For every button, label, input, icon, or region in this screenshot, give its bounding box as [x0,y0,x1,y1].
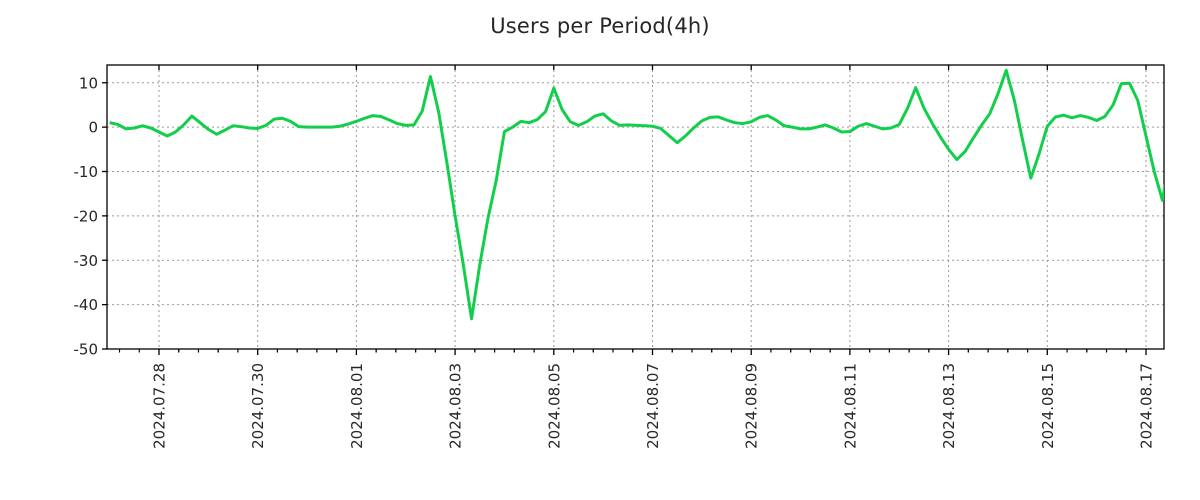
y-tick-label: 0 [88,119,98,137]
x-tick-label: 2024.07.28 [151,363,169,449]
y-tick-label: -30 [74,252,99,270]
y-tick-label: 10 [79,74,98,92]
axis-ticks [102,65,1147,355]
x-tick-label: 2024.08.03 [447,363,465,449]
data-series [109,68,1164,321]
x-tick-label: 2024.08.09 [743,363,761,449]
y-tick-label: -20 [74,207,99,225]
x-tick-label: 2024.07.30 [249,363,267,449]
y-tick-label: -50 [74,341,99,359]
y-tick-label: -40 [74,296,99,314]
x-tick-label: 2024.08.11 [841,363,859,449]
x-tick-label: 2024.08.17 [1138,363,1156,449]
x-axis-tick-labels: 2024.07.28 2024.07.30 2024.08.01 2024.08.03… [151,363,1156,449]
y-tick-label: -10 [74,163,99,181]
series-line-users-per-period [109,68,1164,321]
x-tick-label: 2024.08.13 [940,363,958,449]
x-tick-label: 2024.08.05 [545,363,563,449]
grid-lines [107,65,1164,349]
x-tick-label: 2024.08.07 [644,363,662,449]
y-axis-tick-labels: 10 0 -10 -20 -30 -40 -50 [74,74,99,358]
plot-frame [106,64,1165,350]
chart-title: Users per Period(4h) [490,14,710,38]
x-tick-label: 2024.08.01 [348,363,366,449]
x-tick-label: 2024.08.15 [1039,363,1057,449]
